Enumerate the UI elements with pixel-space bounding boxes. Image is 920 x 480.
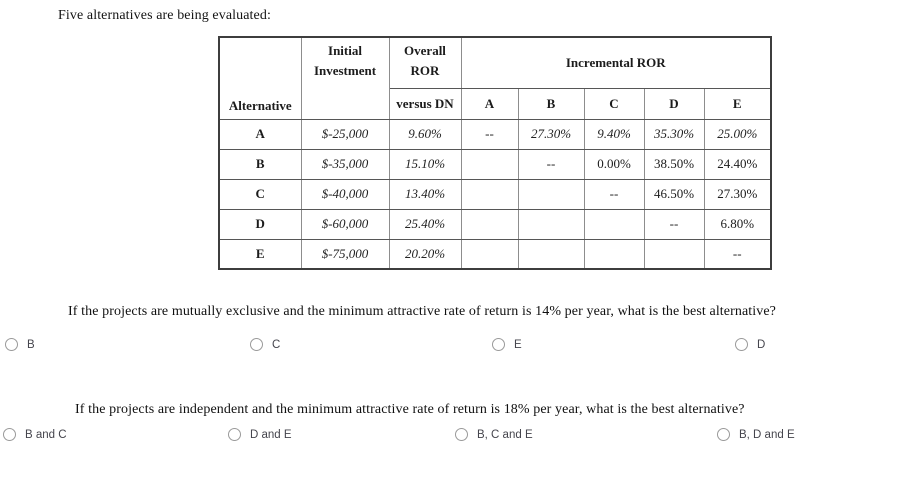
inc-ror-cell [517,208,585,240]
header-col-b: B [517,87,585,120]
radio-button-icon[interactable] [717,428,730,441]
investment-cell: $-25,000 [300,118,390,150]
table-row-d: D $-60,000 25.40% -- 6.80% [218,208,772,240]
inc-ror-cell [460,238,519,270]
radio-button-icon[interactable] [455,428,468,441]
q2-option-b-and-c-label: B and C [25,428,67,441]
header-col-e: E [703,87,772,120]
q2-option-b-and-c[interactable]: B and C [3,428,67,441]
overall-ror-cell: 13.40% [388,178,462,210]
header-overall-line2: ROR [410,63,440,79]
overall-ror-cell: 9.60% [388,118,462,150]
inc-ror-cell: -- [517,148,585,180]
inc-ror-cell: 6.80% [703,208,772,240]
radio-button-icon[interactable] [735,338,748,351]
inc-ror-cell [460,178,519,210]
inc-ror-cell: -- [460,118,519,150]
inc-ror-cell [460,148,519,180]
q2-option-d-and-e[interactable]: D and E [228,428,292,441]
inc-ror-cell [643,238,705,270]
inc-ror-cell [517,178,585,210]
header-initial-investment: Initial Investment [300,36,390,120]
overall-ror-cell: 15.10% [388,148,462,180]
header-col-c: C [583,87,645,120]
table-row-c: C $-40,000 13.40% -- 46.50% 27.30% [218,178,772,210]
header-initial-line2: Investment [313,63,377,79]
q1-option-e[interactable]: E [492,338,522,351]
alt-cell: A [218,118,302,150]
header-versus-dn: versus DN [388,87,462,120]
inc-ror-cell: -- [583,178,645,210]
investment-cell: $-35,000 [300,148,390,180]
intro-text: Five alternatives are being evaluated: [58,8,271,23]
radio-button-icon[interactable] [228,428,241,441]
inc-ror-cell: 38.50% [643,148,705,180]
alt-cell: E [218,238,302,270]
q2-option-b-c-and-e-label: B, C and E [477,428,533,441]
header-incremental-ror: Incremental ROR [460,36,772,89]
alternatives-table: Alternative Initial Investment Overall R… [218,36,773,270]
alt-cell: C [218,178,302,210]
overall-ror-cell: 25.40% [388,208,462,240]
q2-option-d-and-e-label: D and E [250,428,292,441]
inc-ror-cell: -- [703,238,772,270]
inc-ror-cell: 27.30% [517,118,585,150]
table-row-a: A $-25,000 9.60% -- 27.30% 9.40% 35.30% … [218,118,772,150]
q2-option-b-c-and-e[interactable]: B, C and E [455,428,533,441]
inc-ror-cell: 0.00% [583,148,645,180]
table-row-e: E $-75,000 20.20% -- [218,238,772,270]
q2-option-b-d-and-e-label: B, D and E [739,428,795,441]
radio-button-icon[interactable] [492,338,505,351]
alt-cell: D [218,208,302,240]
investment-cell: $-75,000 [300,238,390,270]
inc-ror-cell [583,238,645,270]
inc-ror-cell: 46.50% [643,178,705,210]
inc-ror-cell: 24.40% [703,148,772,180]
radio-button-icon[interactable] [5,338,18,351]
question-1-text: If the projects are mutually exclusive a… [68,304,776,319]
header-col-d: D [643,87,705,120]
inc-ror-cell: 35.30% [643,118,705,150]
q1-option-e-label: E [514,338,522,351]
header-overall-ror: Overall ROR [388,36,462,89]
q1-option-b[interactable]: B [5,338,35,351]
inc-ror-cell: 9.40% [583,118,645,150]
inc-ror-cell [583,208,645,240]
q1-option-d-label: D [757,338,766,351]
q1-option-b-label: B [27,338,35,351]
inc-ror-cell [517,238,585,270]
inc-ror-cell: -- [643,208,705,240]
q1-option-c-label: C [272,338,281,351]
investment-cell: $-40,000 [300,178,390,210]
overall-ror-cell: 20.20% [388,238,462,270]
table-row-b: B $-35,000 15.10% -- 0.00% 38.50% 24.40% [218,148,772,180]
header-initial-line1: Initial [328,43,362,58]
q1-option-d[interactable]: D [735,338,765,351]
header-col-a: A [460,87,519,120]
header-alternative: Alternative [218,36,302,120]
investment-cell: $-60,000 [300,208,390,240]
question-2-text: If the projects are independent and the … [75,402,745,417]
inc-ror-cell: 27.30% [703,178,772,210]
alt-cell: B [218,148,302,180]
q2-option-b-d-and-e[interactable]: B, D and E [717,428,795,441]
header-overall-line1: Overall [404,43,446,58]
q1-option-c[interactable]: C [250,338,280,351]
inc-ror-cell [460,208,519,240]
radio-button-icon[interactable] [3,428,16,441]
radio-button-icon[interactable] [250,338,263,351]
inc-ror-cell: 25.00% [703,118,772,150]
